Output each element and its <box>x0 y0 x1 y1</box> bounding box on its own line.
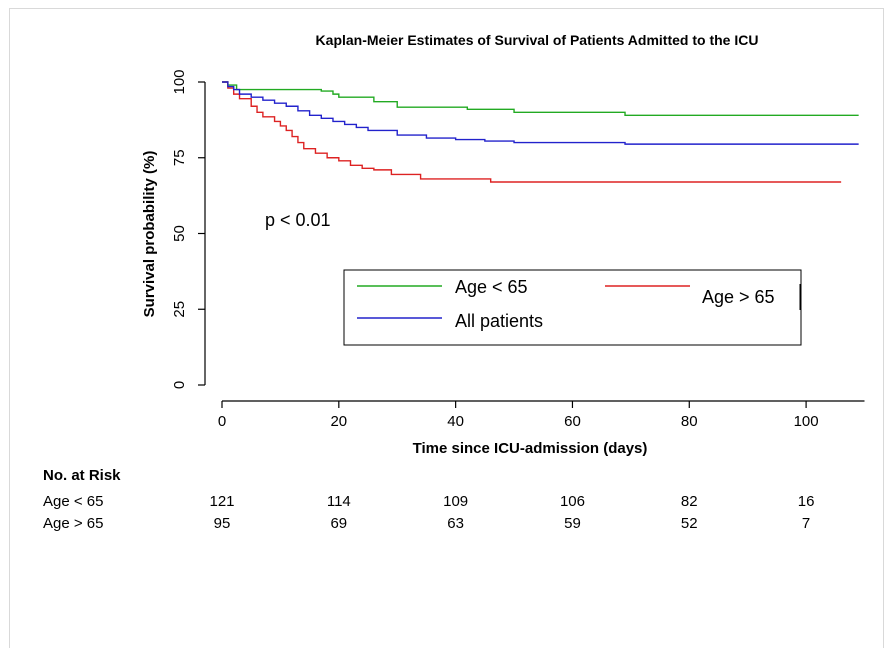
p-value-annotation: p < 0.01 <box>265 210 331 230</box>
risk-row-label: Age < 65 <box>43 493 103 510</box>
y-tick-label: 75 <box>171 149 188 166</box>
figure-frame <box>9 8 884 648</box>
x-axis-label: Time since ICU-admission (days) <box>413 440 648 457</box>
plot-area <box>222 81 859 183</box>
x-tick-label: 100 <box>794 413 819 430</box>
risk-table-rows: Age < 65 121 114 109 106 82 16 Age > 65 95 69 63 59… <box>43 493 814 532</box>
risk-count: 82 <box>681 493 698 510</box>
curve-age-lt-65 <box>222 81 859 117</box>
risk-count: 121 <box>209 493 234 510</box>
legend-label-age-lt-65: Age < 65 <box>455 277 528 297</box>
x-tick-label: 0 <box>218 413 226 430</box>
risk-table-header: No. at Risk <box>43 467 121 484</box>
x-tick-label: 80 <box>681 413 698 430</box>
y-ticks: 0 25 50 75 100 <box>171 69 205 389</box>
chart-title: Kaplan-Meier Estimates of Survival of Pa… <box>316 32 759 48</box>
x-tick-label: 20 <box>330 413 347 430</box>
y-tick-label: 0 <box>171 381 188 389</box>
risk-count: 114 <box>327 493 351 510</box>
risk-table: No. at Risk Age < 65 121 114 109 106 82 16Age … <box>43 467 814 532</box>
y-tick-label: 50 <box>171 225 188 242</box>
y-tick-label: 100 <box>171 69 188 94</box>
risk-count: 95 <box>214 515 231 532</box>
legend-label-all-patients: All patients <box>455 311 543 331</box>
legend-label-age-gt-65: Age > 65 <box>702 287 775 307</box>
risk-count: 59 <box>564 515 581 532</box>
risk-count: 7 <box>802 515 810 532</box>
legend-box <box>343 269 802 346</box>
risk-count: 63 <box>447 515 464 532</box>
x-tick-label: 40 <box>447 413 464 430</box>
risk-count: 69 <box>330 515 347 532</box>
risk-count: 106 <box>560 493 585 510</box>
risk-row-label: Age > 65 <box>43 515 103 532</box>
curve-all-patients <box>222 81 859 145</box>
risk-count: 109 <box>443 493 468 510</box>
y-tick-label: 25 <box>171 301 188 318</box>
y-axis-label: Survival probability (%) <box>141 151 158 318</box>
legend: Age < 65 Age > 65 All patients <box>343 269 802 346</box>
x-tick-label: 60 <box>564 413 581 430</box>
risk-count: 16 <box>798 493 815 510</box>
risk-count: 52 <box>681 515 698 532</box>
x-ticks: 0 20 40 60 80 100 <box>218 401 819 430</box>
curve-age-gt-65 <box>222 81 842 183</box>
